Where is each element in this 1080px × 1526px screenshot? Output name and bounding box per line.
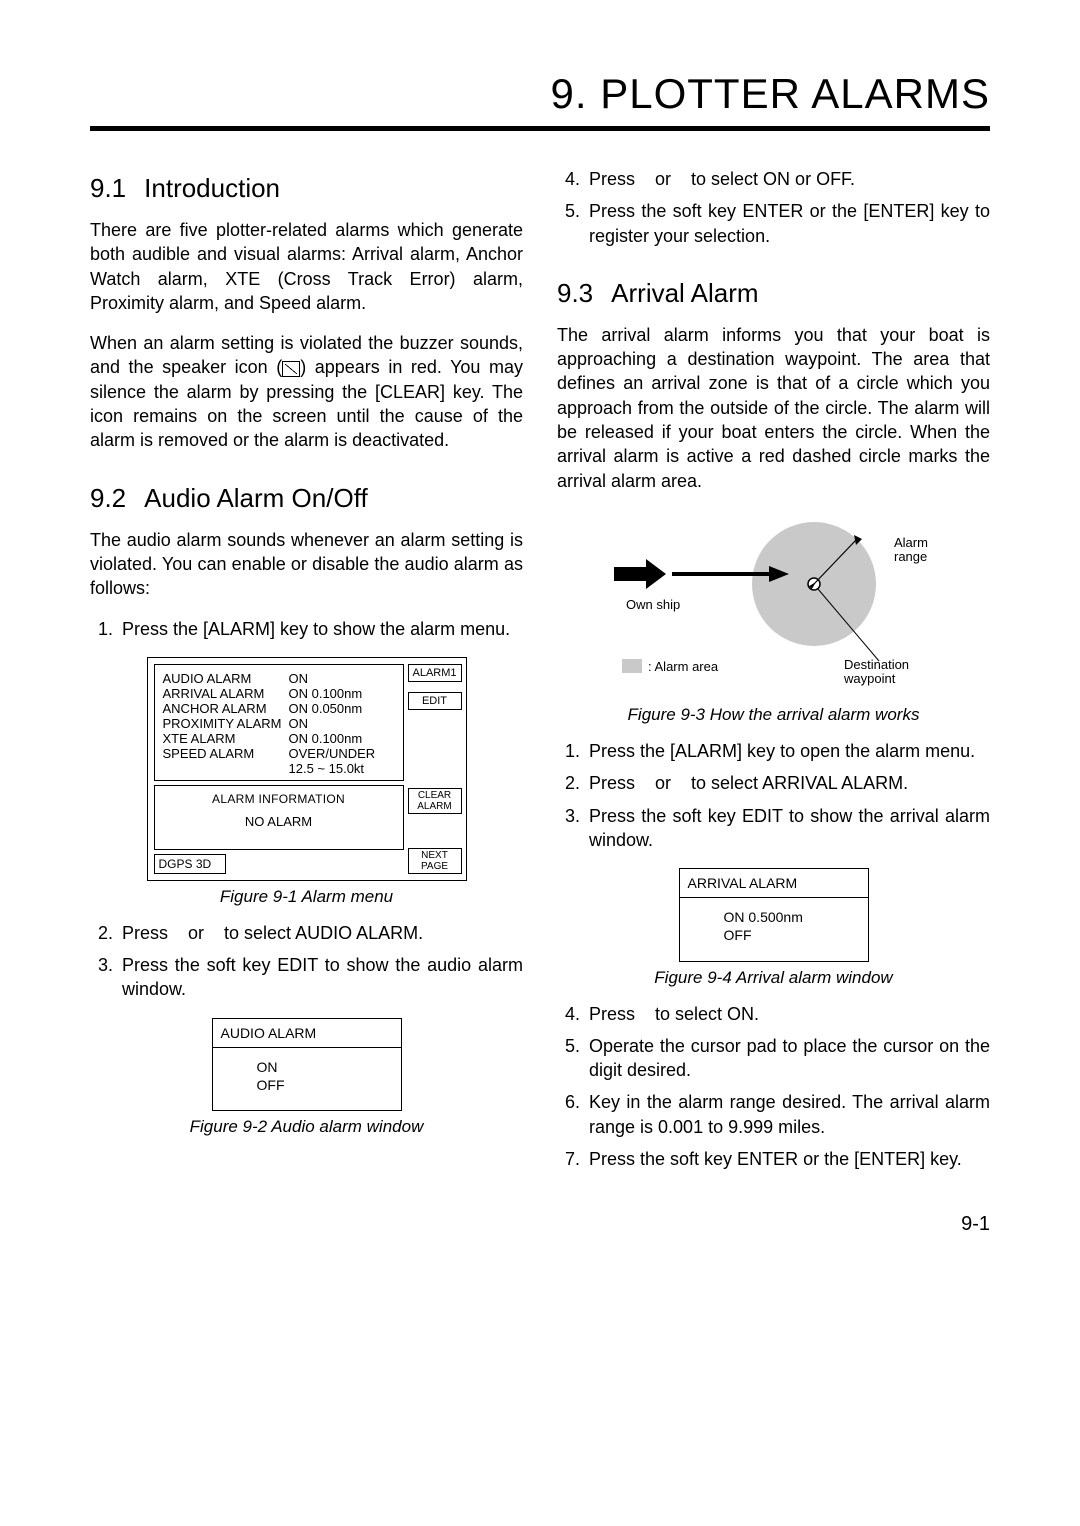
page-number: 9-1 <box>90 1213 990 1236</box>
own-ship-label: Own ship <box>626 597 680 612</box>
softkey-alarm1: ALARM1 <box>408 664 462 682</box>
dgps-indicator: DGPS 3D <box>154 854 226 874</box>
audio-alarm-steps-1: Press the [ALARM] key to show the alarm … <box>90 617 523 641</box>
section-9-3-heading: 9.3 Arrival Alarm <box>557 278 990 309</box>
figure-9-1-alarm-menu: AUDIO ALARMON ARRIVAL ALARMON 0.100nm AN… <box>147 657 467 881</box>
step: Press the soft key EDIT to show the audi… <box>118 953 523 1002</box>
alarm-info-body: NO ALARM <box>155 814 403 829</box>
softkey-next-page: NEXTPAGE <box>408 848 462 874</box>
title-rule <box>90 126 990 131</box>
step: Press or to select AUDIO ALARM. <box>118 921 523 945</box>
step: Operate the cursor pad to place the curs… <box>585 1034 990 1083</box>
window-title: ARRIVAL ALARM <box>680 869 868 898</box>
alarm-row: SPEED ALARMOVER/UNDER <box>163 746 397 761</box>
figure-9-2-caption: Figure 9-2 Audio alarm window <box>90 1117 523 1137</box>
audio-alarm-paragraph: The audio alarm sounds whenever an alarm… <box>90 528 523 601</box>
two-column-layout: 9.1 Introduction There are five plotter-r… <box>90 167 990 1187</box>
arrival-alarm-steps-1: Press the [ALARM] key to open the alarm … <box>557 739 990 852</box>
section-title: Audio Alarm On/Off <box>144 483 368 513</box>
right-column: Press or to select ON or OFF. Press the … <box>557 167 990 1187</box>
figure-9-4-arrival-alarm-window: ARRIVAL ALARM ON 0.500nm OFF <box>679 868 869 961</box>
figure-9-1-caption: Figure 9-1 Alarm menu <box>90 887 523 907</box>
alarm-info-title: ALARM INFORMATION <box>155 792 403 806</box>
figure-9-2-audio-alarm-window: AUDIO ALARM ON OFF <box>212 1018 402 1111</box>
section-title: Arrival Alarm <box>611 278 758 308</box>
arrival-alarm-paragraph: The arrival alarm informs you that your … <box>557 323 990 493</box>
option-on: ON 0.500nm <box>724 908 860 926</box>
step: Press or to select ARRIVAL ALARM. <box>585 771 990 795</box>
alarm-row: XTE ALARMON 0.100nm <box>163 731 397 746</box>
section-number: 9.2 <box>90 483 126 514</box>
option-off: OFF <box>724 926 860 944</box>
softkey-clear-alarm: CLEARALARM <box>408 788 462 814</box>
alarm-menu-main: AUDIO ALARMON ARRIVAL ALARMON 0.100nm AN… <box>148 658 408 880</box>
step: Press the [ALARM] key to open the alarm … <box>585 739 990 763</box>
step: Press to select ON. <box>585 1002 990 1026</box>
window-title: AUDIO ALARM <box>213 1019 401 1048</box>
softkey-edit: EDIT <box>408 692 462 710</box>
figure-9-3-arrival-diagram: Own ship Alarmrange : Alarm area Destina… <box>584 509 964 699</box>
speaker-icon <box>282 361 300 377</box>
step: Press the soft key ENTER or the [ENTER] … <box>585 1147 990 1171</box>
step: Press the soft key ENTER or the [ENTER] … <box>585 199 990 248</box>
section-9-2-heading: 9.2 Audio Alarm On/Off <box>90 483 523 514</box>
audio-alarm-steps-cont: Press or to select ON or OFF. Press the … <box>557 167 990 248</box>
section-title: Introduction <box>144 173 280 203</box>
alarm-row: AUDIO ALARMON <box>163 671 397 686</box>
alarm-row: ANCHOR ALARMON 0.050nm <box>163 701 397 716</box>
section-number: 9.1 <box>90 173 126 204</box>
left-column: 9.1 Introduction There are five plotter-r… <box>90 167 523 1187</box>
arrival-alarm-steps-2: Press to select ON. Operate the cursor p… <box>557 1002 990 1172</box>
alarm-row: 12.5 ~ 15.0kt <box>163 761 397 776</box>
intro-paragraph-2: When an alarm setting is violated the bu… <box>90 331 523 452</box>
alarm-menu-softkeys: ALARM1 EDIT CLEARALARM NEXTPAGE <box>408 658 466 880</box>
legend-swatch <box>622 659 642 673</box>
window-body: ON 0.500nm OFF <box>680 898 868 960</box>
alarm-range-label: Alarmrange <box>894 535 928 564</box>
own-ship-icon <box>614 559 666 589</box>
alarm-row: ARRIVAL ALARMON 0.100nm <box>163 686 397 701</box>
figure-9-3-caption: Figure 9-3 How the arrival alarm works <box>557 705 990 725</box>
step: Press the soft key EDIT to show the arri… <box>585 804 990 853</box>
option-on: ON <box>257 1058 393 1076</box>
step: Press the [ALARM] key to show the alarm … <box>118 617 523 641</box>
intro-paragraph-1: There are five plotter-related alarms wh… <box>90 218 523 315</box>
figure-9-4-caption: Figure 9-4 Arrival alarm window <box>557 968 990 988</box>
option-off: OFF <box>257 1076 393 1094</box>
section-9-1-heading: 9.1 Introduction <box>90 173 523 204</box>
alarm-row: PROXIMITY ALARMON <box>163 716 397 731</box>
chapter-title: 9. PLOTTER ALARMS <box>90 70 990 118</box>
alarm-list-box: AUDIO ALARMON ARRIVAL ALARMON 0.100nm AN… <box>154 664 404 781</box>
step: Press or to select ON or OFF. <box>585 167 990 191</box>
alarm-area-legend: : Alarm area <box>648 659 719 674</box>
alarm-info-box: ALARM INFORMATION NO ALARM <box>154 785 404 850</box>
step: Key in the alarm range desired. The arri… <box>585 1090 990 1139</box>
audio-alarm-steps-2: Press or to select AUDIO ALARM. Press th… <box>90 921 523 1002</box>
window-body: ON OFF <box>213 1048 401 1110</box>
section-number: 9.3 <box>557 278 593 309</box>
destination-label: Destinationwaypoint <box>843 657 909 686</box>
